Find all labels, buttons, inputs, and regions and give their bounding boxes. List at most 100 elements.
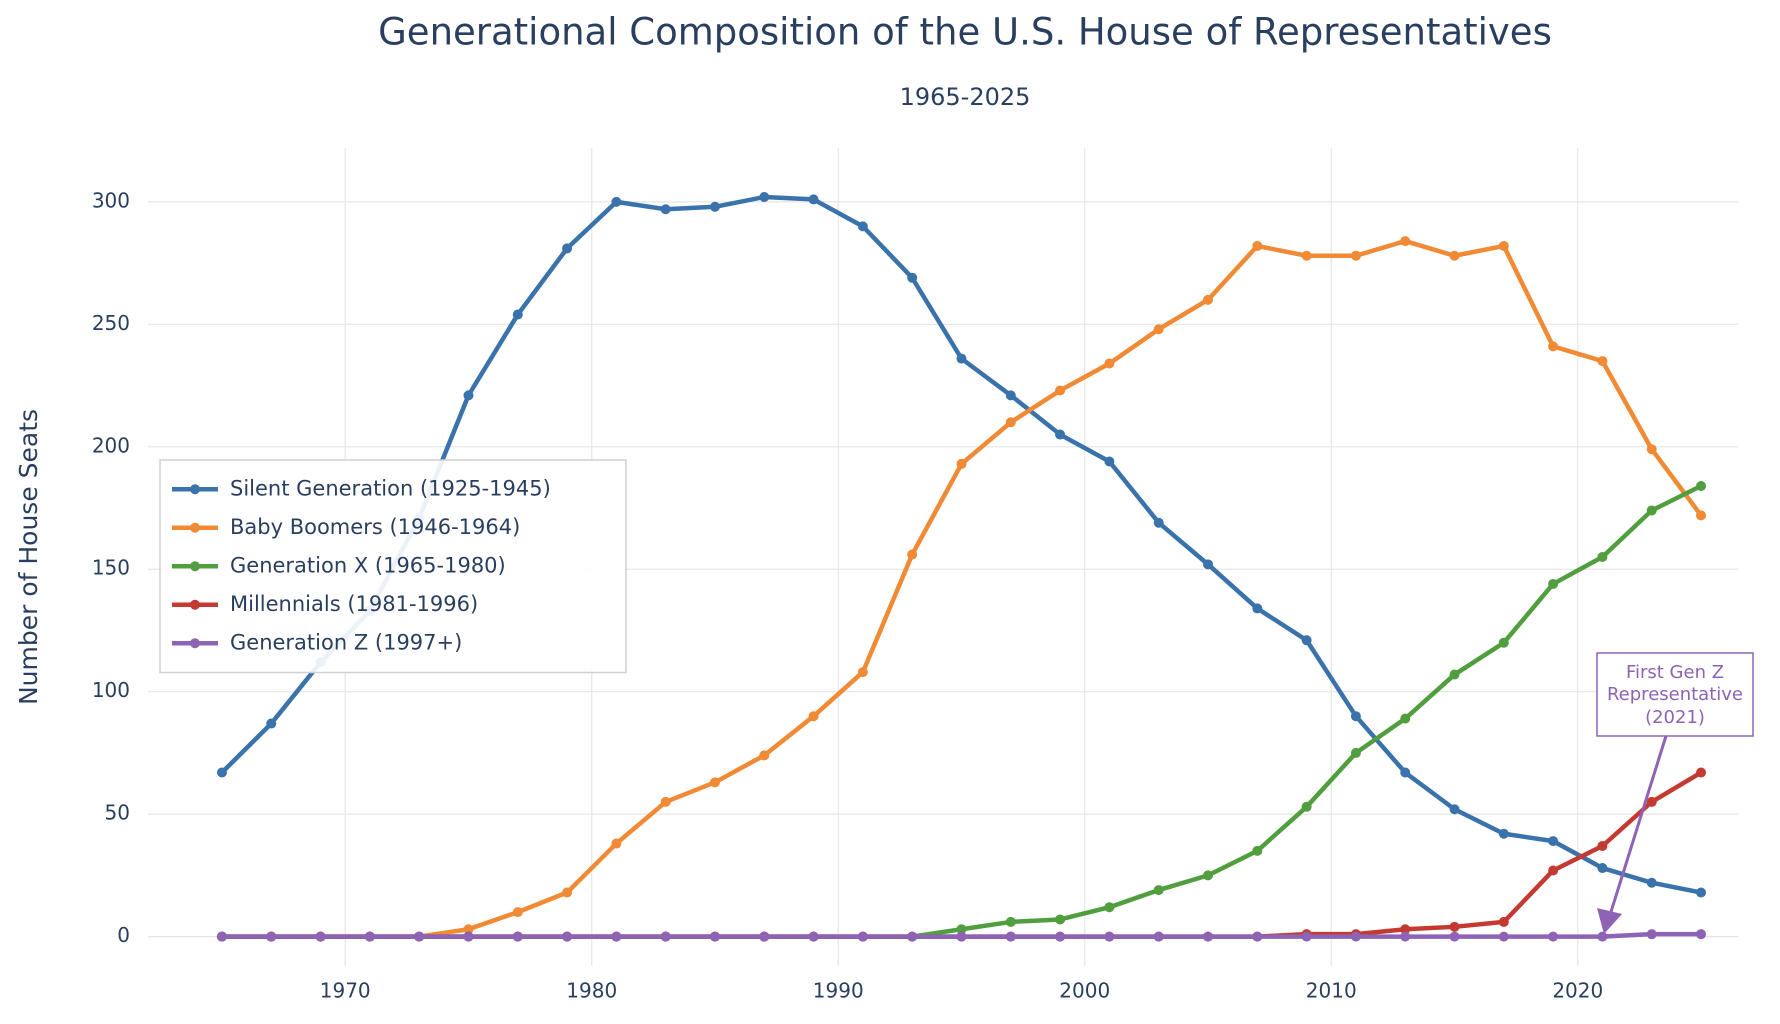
data-point xyxy=(1055,385,1066,396)
legend-marker xyxy=(190,484,200,495)
data-point xyxy=(315,931,326,942)
data-point xyxy=(1203,931,1213,942)
data-point xyxy=(907,931,918,942)
annotation-text: (2021) xyxy=(1645,707,1705,728)
legend-marker xyxy=(190,638,200,649)
data-point xyxy=(611,196,622,207)
data-point xyxy=(1005,916,1016,927)
data-point xyxy=(1153,885,1164,896)
data-point xyxy=(1301,635,1312,646)
data-point xyxy=(266,931,277,942)
data-point xyxy=(414,931,425,942)
data-point xyxy=(1646,877,1657,888)
data-point xyxy=(1498,916,1509,927)
data-point xyxy=(1055,429,1066,440)
annotation-arrow xyxy=(1608,735,1668,916)
legend-box xyxy=(159,459,627,674)
data-point xyxy=(1400,931,1411,942)
y-tick-label: 300 xyxy=(92,188,130,212)
annotation-text: Representative xyxy=(1607,684,1743,705)
data-point xyxy=(1252,603,1263,614)
data-point xyxy=(1055,914,1066,925)
data-point xyxy=(562,887,573,898)
data-point xyxy=(907,272,918,283)
data-point xyxy=(857,221,868,232)
y-tick-label: 0 xyxy=(117,923,130,947)
data-point xyxy=(463,924,474,935)
data-point xyxy=(1153,324,1164,335)
data-point xyxy=(857,667,868,678)
legend-label: Generation X (1965-1980) xyxy=(230,553,506,577)
data-point xyxy=(1597,840,1608,851)
data-point xyxy=(1646,796,1657,807)
data-point xyxy=(1350,250,1361,261)
data-point xyxy=(1597,552,1608,562)
data-point xyxy=(1104,902,1115,913)
data-point xyxy=(1548,836,1559,847)
data-point xyxy=(562,243,573,254)
data-point xyxy=(1350,711,1361,722)
grid: 0 50 100 150 200 250 300 1970 1980 1990 2000 2010 20… xyxy=(92,148,1738,1003)
data-point xyxy=(808,194,819,205)
data-point xyxy=(857,931,868,942)
data-point xyxy=(1498,828,1509,839)
data-point xyxy=(216,767,227,778)
data-point xyxy=(709,201,720,212)
data-point xyxy=(1252,931,1263,942)
data-point xyxy=(956,931,967,942)
data-point xyxy=(1449,669,1460,680)
data-point xyxy=(216,931,227,942)
data-point xyxy=(1498,240,1509,251)
data-point xyxy=(463,931,474,942)
data-point xyxy=(562,931,573,942)
annotation-text: First Gen Z xyxy=(1626,662,1724,683)
data-point xyxy=(1301,801,1312,812)
legend-label: Baby Boomers (1946-1964) xyxy=(230,515,520,539)
data-point xyxy=(709,931,720,942)
data-point xyxy=(1252,845,1263,856)
legend-marker xyxy=(190,522,200,533)
data-point xyxy=(1548,931,1559,942)
data-point xyxy=(759,931,770,942)
legend-label: Silent Generation (1925-1945) xyxy=(230,476,551,500)
data-point xyxy=(1597,931,1608,942)
data-point xyxy=(1400,767,1411,778)
data-point xyxy=(1646,929,1657,940)
series-line xyxy=(221,770,1703,939)
data-point xyxy=(1696,929,1707,940)
data-point xyxy=(463,390,474,401)
data-point xyxy=(1548,865,1559,876)
data-point xyxy=(956,353,967,364)
y-tick-label: 100 xyxy=(92,678,130,702)
x-tick-label: 1970 xyxy=(320,979,371,1003)
chart-title: Generational Composition of the U.S. Hou… xyxy=(378,11,1552,54)
data-point xyxy=(1005,390,1016,401)
data-point xyxy=(1153,931,1164,942)
data-point xyxy=(1104,931,1115,942)
data-point xyxy=(1597,863,1608,874)
data-point xyxy=(759,750,770,761)
chart-subtitle: 1965-2025 xyxy=(900,83,1031,111)
data-point xyxy=(1153,517,1164,528)
data-point xyxy=(1400,924,1411,935)
data-point xyxy=(1350,931,1361,942)
legend-marker xyxy=(190,599,200,610)
data-point xyxy=(512,907,523,918)
data-point xyxy=(1597,356,1608,367)
legend-label: Generation Z (1997+) xyxy=(230,630,462,654)
data-point xyxy=(1646,444,1657,455)
data-point xyxy=(1696,480,1707,491)
plot-lines xyxy=(216,191,1707,942)
data-point xyxy=(1400,236,1411,247)
x-tick-label: 1980 xyxy=(566,979,617,1003)
data-point xyxy=(1449,921,1460,932)
data-point xyxy=(1696,887,1707,898)
data-point xyxy=(1301,250,1312,261)
data-point xyxy=(1646,505,1657,516)
data-point xyxy=(759,191,770,202)
annotation-arrowhead xyxy=(1597,908,1622,934)
data-point xyxy=(512,931,523,942)
x-tick-label: 2010 xyxy=(1306,979,1357,1003)
data-point xyxy=(1498,637,1509,648)
